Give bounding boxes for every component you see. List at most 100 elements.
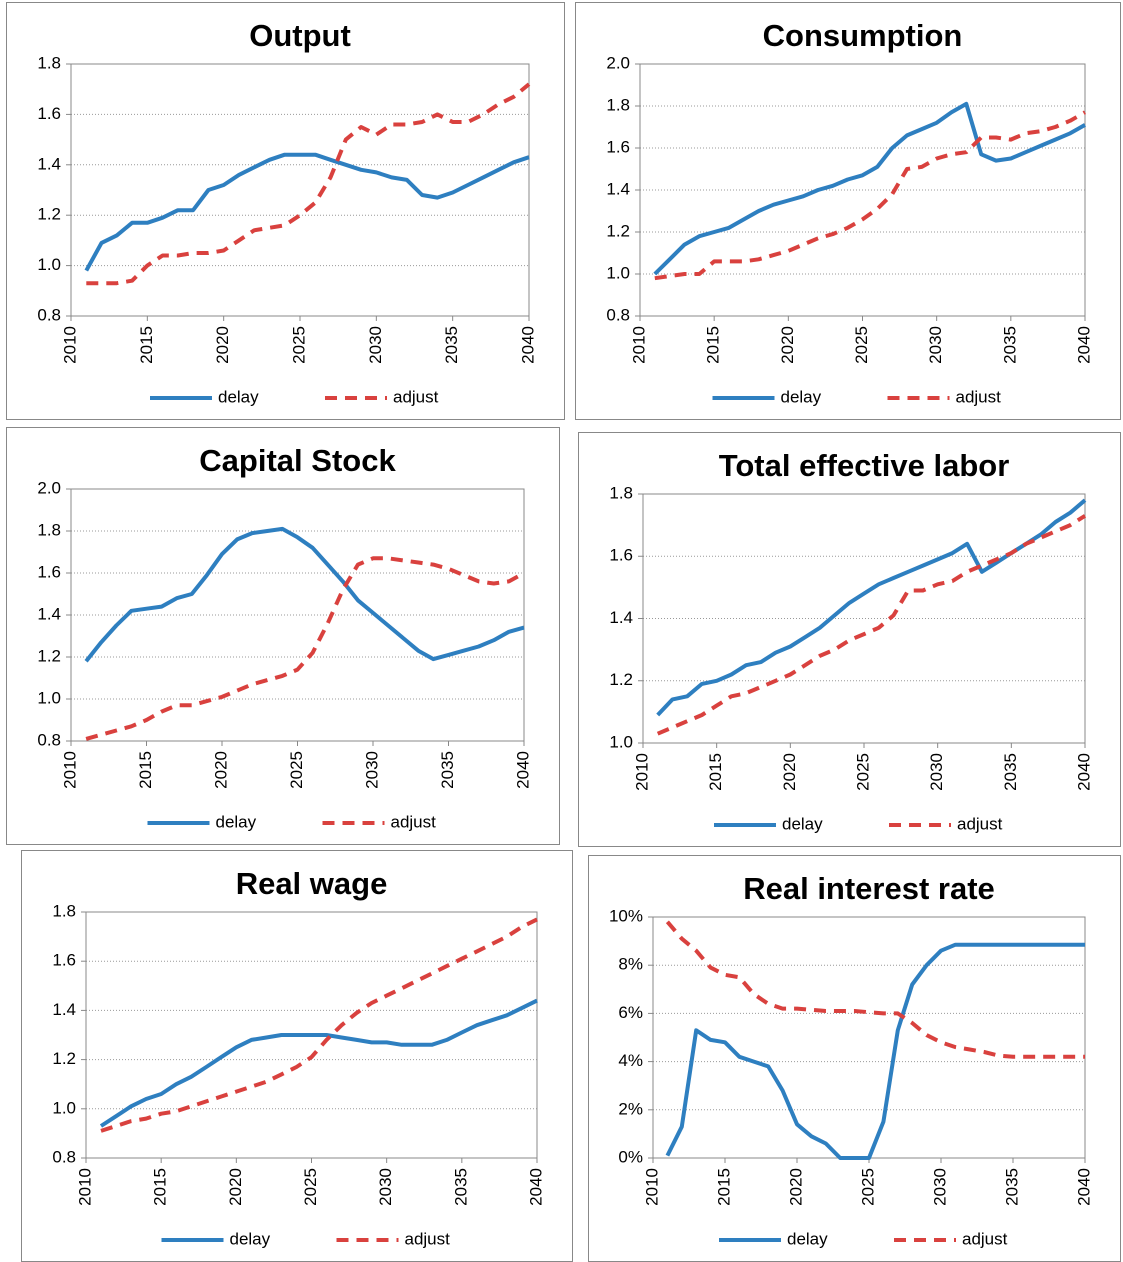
series-line (84, 152, 530, 272)
legend-label: adjust (962, 1229, 1008, 1248)
y-tick-label: 0.8 (37, 730, 61, 749)
series-line (665, 920, 1085, 1059)
chart-title: Capital Stock (199, 443, 396, 478)
series-line (665, 942, 1085, 1160)
legend-label: adjust (957, 814, 1003, 833)
y-tick-label: 1.6 (37, 104, 61, 123)
x-tick-label: 2030 (362, 751, 381, 789)
x-tick-label: 2035 (442, 326, 461, 364)
y-tick-label: 1.0 (52, 1098, 76, 1117)
series-line (84, 526, 525, 663)
y-tick-label: 6% (618, 1003, 643, 1022)
panel-border (6, 427, 560, 845)
y-tick-label: 0.8 (52, 1147, 76, 1166)
x-tick-label: 2010 (75, 1168, 94, 1206)
series-line (100, 917, 538, 1133)
chart-title: Real wage (236, 866, 388, 901)
chart-title: Total effective labor (719, 448, 1010, 483)
chart-title: Output (249, 18, 351, 53)
x-tick-label: 2025 (289, 326, 308, 364)
y-tick-label: 1.4 (37, 604, 61, 623)
x-tick-label: 2040 (526, 1168, 545, 1206)
x-tick-label: 2010 (60, 326, 79, 364)
x-tick-label: 2030 (366, 326, 385, 364)
y-tick-label: 1.2 (609, 670, 633, 689)
y-tick-label: 1.6 (609, 546, 633, 565)
series-line (653, 101, 1086, 276)
x-tick-label: 2015 (704, 326, 723, 364)
y-tick-label: 2% (618, 1099, 643, 1118)
x-tick-label: 2030 (926, 326, 945, 364)
series-line (656, 514, 1087, 736)
x-tick-label: 2040 (518, 326, 537, 364)
x-tick-label: 2020 (213, 326, 232, 364)
x-tick-label: 2040 (513, 751, 532, 789)
y-tick-label: 1.0 (609, 732, 633, 751)
legend-label: adjust (393, 387, 439, 406)
x-tick-label: 2035 (1000, 326, 1019, 364)
y-tick-label: 8% (618, 955, 643, 974)
y-tick-label: 1.0 (606, 263, 630, 282)
y-tick-label: 4% (618, 1051, 643, 1070)
y-tick-label: 1.2 (37, 205, 61, 224)
y-tick-label: 1.8 (37, 53, 61, 72)
series-line (99, 998, 538, 1128)
x-tick-label: 2040 (1074, 753, 1093, 791)
y-tick-label: 1.4 (609, 608, 633, 627)
y-tick-label: 0.8 (606, 305, 630, 324)
y-tick-label: 1.4 (52, 1000, 76, 1019)
series-line (85, 556, 525, 741)
x-tick-label: 2015 (136, 751, 155, 789)
x-tick-label: 2025 (301, 1168, 320, 1206)
x-tick-label: 2010 (629, 326, 648, 364)
x-tick-label: 2020 (780, 753, 799, 791)
y-tick-label: 1.8 (37, 520, 61, 539)
x-tick-label: 2010 (632, 753, 651, 791)
y-tick-label: 2.0 (37, 478, 61, 497)
plot-frame (652, 916, 1086, 1159)
y-tick-label: 10% (609, 906, 643, 925)
x-tick-label: 2025 (852, 326, 871, 364)
x-tick-label: 2020 (211, 751, 230, 789)
legend-label: delay (787, 1229, 828, 1248)
series-line (654, 110, 1086, 281)
legend-label: delay (782, 814, 823, 833)
x-tick-label: 2010 (642, 1168, 661, 1206)
y-tick-label: 1.2 (37, 646, 61, 665)
x-tick-label: 2015 (151, 1168, 170, 1206)
plot-frame (70, 488, 525, 742)
x-tick-label: 2030 (930, 1168, 949, 1206)
y-tick-label: 1.0 (37, 688, 61, 707)
x-tick-label: 2015 (714, 1168, 733, 1206)
legend-label: delay (230, 1229, 271, 1248)
x-tick-label: 2030 (376, 1168, 395, 1206)
chart-title: Real interest rate (743, 871, 995, 906)
x-tick-label: 2025 (858, 1168, 877, 1206)
legend-label: delay (781, 387, 822, 406)
panel-border (588, 855, 1121, 1262)
x-tick-label: 2035 (1001, 753, 1020, 791)
series-line (86, 82, 531, 286)
x-tick-label: 2010 (60, 751, 79, 789)
x-tick-label: 2025 (287, 751, 306, 789)
x-tick-label: 2035 (1002, 1168, 1021, 1206)
y-tick-label: 1.2 (52, 1049, 76, 1068)
y-tick-label: 0.8 (37, 305, 61, 324)
panel-border (6, 2, 565, 420)
y-tick-label: 1.6 (37, 562, 61, 581)
legend-label: delay (218, 387, 259, 406)
x-tick-label: 2035 (438, 751, 457, 789)
x-tick-label: 2025 (853, 753, 872, 791)
y-tick-label: 1.6 (52, 951, 76, 970)
y-tick-label: 1.6 (606, 137, 630, 156)
y-tick-label: 1.0 (37, 255, 61, 274)
x-tick-label: 2040 (1074, 326, 1093, 364)
legend-label: adjust (956, 387, 1002, 406)
panel-border (578, 432, 1121, 847)
panel-border (575, 2, 1121, 420)
y-tick-label: 1.8 (609, 483, 633, 502)
legend-label: adjust (405, 1229, 451, 1248)
chart-title: Consumption (763, 18, 963, 53)
y-tick-label: 1.8 (52, 901, 76, 920)
